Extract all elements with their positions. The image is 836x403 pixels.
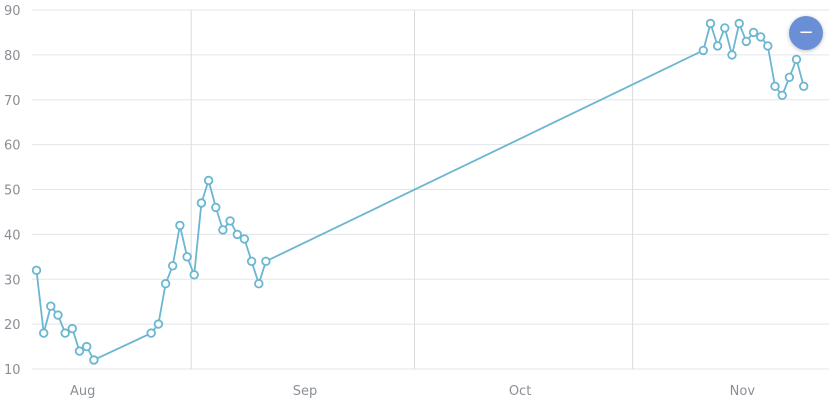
data-point: [791, 54, 802, 65]
data-points: [31, 18, 809, 365]
data-point: [167, 261, 178, 271]
data-point: [39, 328, 49, 338]
data-point: [225, 216, 235, 226]
data-point: [748, 27, 759, 38]
series-line: [35, 20, 805, 362]
data-point: [211, 202, 221, 213]
data-point: [720, 23, 730, 33]
y-tick-label: 30: [4, 273, 21, 288]
zoom-out-button[interactable]: −: [789, 16, 823, 50]
x-tick-label: Nov: [730, 384, 756, 399]
data-point: [175, 220, 185, 231]
data-point: [261, 256, 271, 266]
data-point: [727, 50, 737, 60]
x-tick-label: Aug: [70, 384, 95, 399]
y-tick-label: 10: [4, 363, 21, 378]
minus-icon: −: [798, 22, 814, 43]
data-point: [160, 279, 171, 289]
data-point: [46, 301, 56, 311]
y-tick-label: 20: [4, 318, 21, 333]
chart-grid: [32, 9, 829, 370]
data-point: [799, 81, 809, 91]
data-point: [203, 175, 214, 186]
data-point: [74, 346, 85, 356]
data-point: [705, 18, 716, 29]
y-tick-label: 80: [4, 49, 21, 64]
y-tick-label: 60: [4, 139, 21, 154]
data-point: [89, 355, 99, 365]
data-point: [189, 270, 199, 280]
data-point: [698, 45, 708, 56]
data-point: [60, 328, 70, 338]
data-point: [712, 41, 723, 51]
data-point: [741, 36, 751, 47]
data-point: [31, 265, 42, 275]
data-point: [196, 198, 207, 208]
data-point: [153, 319, 164, 329]
x-tick-label: Sep: [293, 384, 318, 399]
data-point: [756, 32, 766, 42]
y-axis: 10 20 30 40 50 60 70 80 90: [4, 4, 21, 378]
data-point: [239, 234, 250, 244]
data-point: [81, 341, 92, 352]
data-point: [254, 279, 264, 289]
x-axis: Aug Sep Oct Nov: [70, 384, 755, 399]
y-tick-label: 40: [4, 228, 21, 243]
data-point: [53, 310, 63, 320]
data-point: [232, 229, 242, 240]
data-point: [146, 328, 156, 338]
data-point: [218, 225, 228, 235]
data-point: [777, 90, 787, 100]
data-point: [763, 41, 773, 51]
y-tick-label: 70: [4, 94, 21, 109]
data-point: [67, 323, 77, 334]
data-point: [770, 81, 780, 91]
data-point: [246, 256, 257, 266]
y-tick-label: 90: [4, 4, 21, 19]
data-point: [784, 72, 795, 82]
data-point: [734, 18, 744, 29]
data-point: [182, 252, 192, 262]
y-tick-label: 50: [4, 184, 21, 199]
x-tick-label: Oct: [509, 384, 531, 399]
